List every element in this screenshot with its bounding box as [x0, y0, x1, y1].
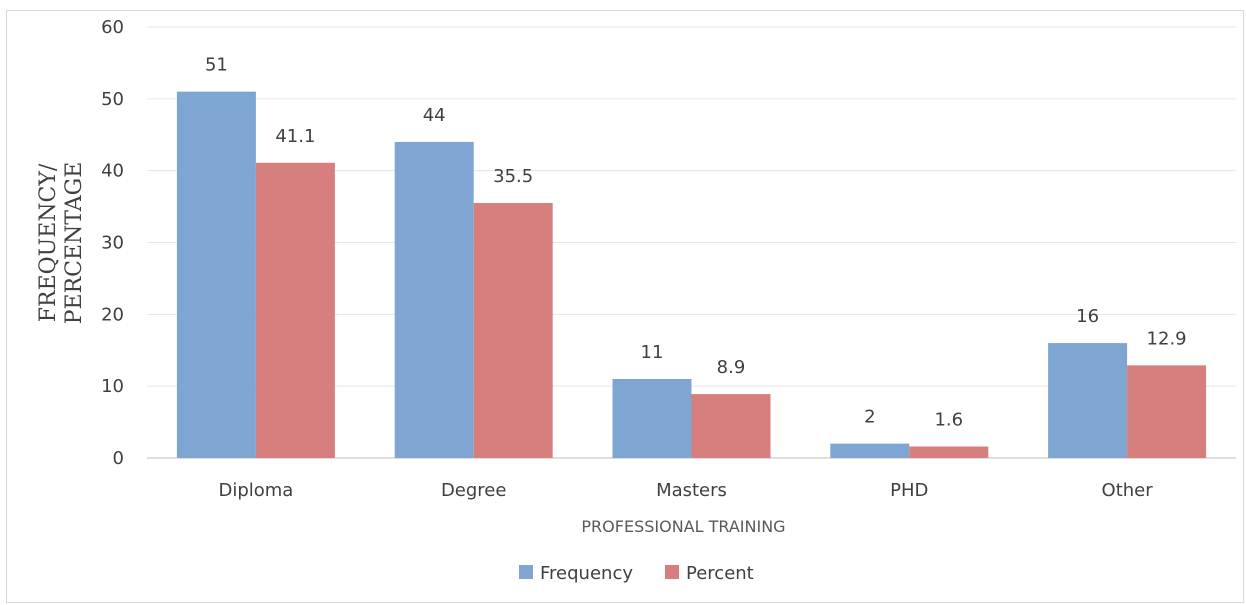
data-label-frequency-phd: 2	[864, 407, 875, 428]
bar-percent-masters	[691, 394, 771, 458]
y-axis-title-line: FREQUENCY/	[36, 163, 61, 322]
x-category-label: Other	[1102, 480, 1154, 501]
data-label-percent-other: 12.9	[1147, 328, 1187, 349]
data-label-percent-diploma: 41.1	[275, 126, 315, 147]
data-label-frequency-diploma: 51	[205, 55, 228, 76]
bar-percent-diploma	[255, 162, 335, 458]
y-tick-label: 40	[101, 161, 124, 182]
data-labels: 51 41.1 44 35.5 11 8.9 2 1.6 16 12.9	[205, 55, 1187, 431]
bar-frequency-masters	[612, 378, 692, 458]
x-category-label: Degree	[441, 480, 507, 501]
data-label-frequency-masters: 11	[641, 342, 664, 363]
legend: Frequency Percent	[519, 563, 754, 584]
x-category-label: Masters	[656, 480, 727, 501]
bar-percent-phd	[909, 446, 989, 458]
y-tick-label: 50	[101, 89, 124, 110]
y-axis-title-line: PERCENTAGE	[62, 162, 87, 325]
x-axis-categories: Diploma Degree Masters PHD Other	[218, 480, 1153, 501]
bar-frequency-phd	[830, 443, 910, 458]
bar-percent-other	[1127, 365, 1207, 458]
y-axis-ticks: 0 10 20 30 40 50 60	[101, 17, 124, 469]
bar-frequency-other	[1048, 343, 1128, 458]
data-label-percent-phd: 1.6	[934, 410, 963, 431]
y-tick-label: 0	[113, 448, 124, 469]
x-category-label: PHD	[890, 480, 928, 501]
bar-frequency-diploma	[176, 91, 256, 459]
y-tick-label: 60	[101, 17, 124, 38]
legend-label-percent: Percent	[686, 563, 754, 584]
bars	[176, 91, 1207, 459]
bar-frequency-degree	[394, 141, 474, 458]
data-label-frequency-other: 16	[1076, 306, 1099, 327]
data-label-percent-masters: 8.9	[717, 357, 746, 378]
y-axis-title: FREQUENCY/PERCENTAGE	[36, 162, 87, 325]
y-tick-label: 30	[101, 233, 124, 254]
legend-label-frequency: Frequency	[540, 563, 633, 584]
legend-swatch-frequency	[519, 565, 533, 579]
data-label-frequency-degree: 44	[423, 105, 446, 126]
x-category-label: Diploma	[218, 480, 293, 501]
bar-percent-degree	[473, 202, 553, 458]
y-tick-label: 20	[101, 304, 124, 325]
x-axis-title: PROFESSIONAL TRAINING	[581, 517, 785, 536]
legend-swatch-percent	[665, 565, 679, 579]
y-tick-label: 10	[101, 376, 124, 397]
data-label-percent-degree: 35.5	[493, 166, 533, 187]
